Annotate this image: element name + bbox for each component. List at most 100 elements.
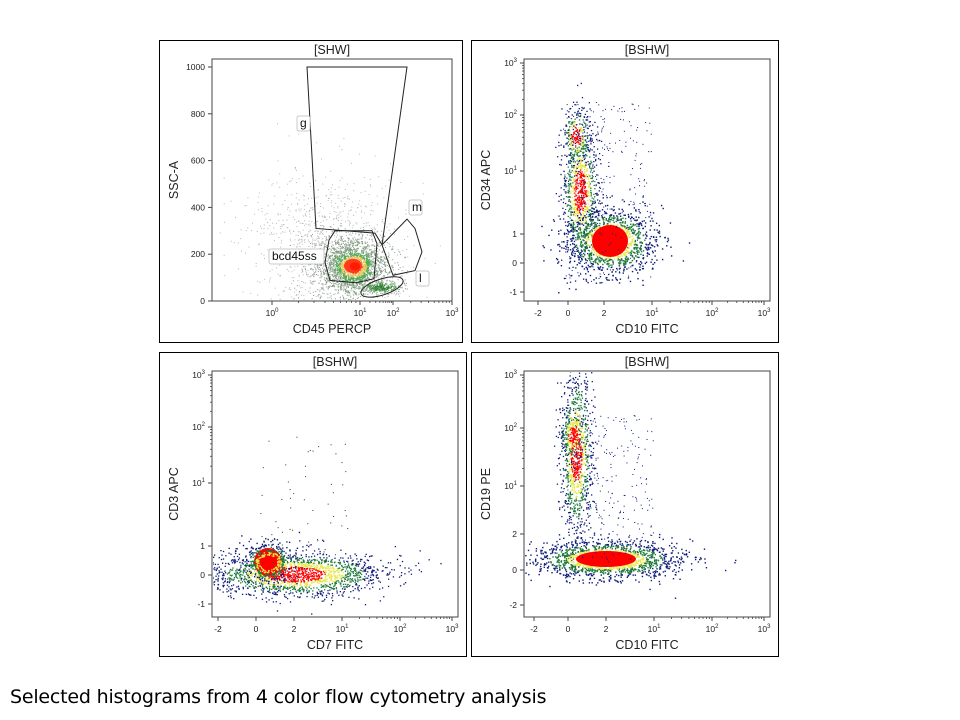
- event-dot: [621, 255, 623, 257]
- event-dot: [340, 287, 342, 289]
- event-dot: [585, 135, 587, 137]
- event-dot: [367, 285, 369, 287]
- event-dot: [301, 243, 303, 245]
- event-dot: [350, 246, 352, 248]
- event-dot: [244, 252, 246, 254]
- event-dot: [582, 215, 584, 218]
- event-dot: [567, 225, 569, 227]
- event-dot: [581, 192, 583, 194]
- event-dot: [340, 281, 342, 283]
- event-dot: [565, 232, 567, 235]
- event-dot: [324, 283, 326, 285]
- event-dot: [401, 287, 403, 289]
- event-dot: [388, 179, 390, 181]
- event-dot: [328, 269, 330, 271]
- event-dot: [587, 192, 589, 195]
- event-dot: [571, 205, 573, 208]
- event-dot: [385, 271, 387, 273]
- event-dot: [354, 299, 356, 300]
- event-dot: [349, 247, 351, 249]
- event-dot: [588, 250, 590, 252]
- event-dot: [578, 142, 580, 144]
- event-dot: [319, 289, 321, 291]
- event-dot: [371, 234, 373, 236]
- event-dot: [358, 233, 360, 235]
- event-dot: [585, 163, 587, 165]
- event-dot: [318, 269, 320, 271]
- event-dot: [592, 218, 594, 221]
- event-dot: [325, 231, 327, 233]
- event-dot: [344, 292, 346, 294]
- event-dot: [594, 211, 596, 214]
- event-dot: [589, 254, 591, 256]
- event-dot: [568, 132, 571, 134]
- event-dot: [366, 255, 368, 257]
- event-dot: [578, 134, 580, 136]
- event-dot: [383, 241, 385, 243]
- event-dot: [597, 217, 599, 219]
- event-dot: [611, 264, 613, 266]
- event-dot: [353, 245, 355, 247]
- event-dot: [578, 151, 580, 154]
- event-dot: [584, 222, 586, 224]
- event-dot: [353, 253, 356, 255]
- event-dot: [298, 133, 300, 135]
- event-dot: [574, 180, 576, 182]
- event-dot: [582, 138, 584, 140]
- event-dot: [365, 250, 367, 252]
- event-dot: [338, 270, 340, 272]
- event-dot: [346, 285, 348, 287]
- event-dot: [578, 262, 580, 264]
- event-dot: [341, 225, 343, 227]
- event-dot: [356, 248, 358, 250]
- event-dot: [586, 167, 588, 170]
- event-dot: [345, 249, 348, 252]
- event-dot: [604, 261, 606, 264]
- event-dot: [340, 283, 342, 285]
- event-dot: [370, 266, 372, 268]
- event-dot: [352, 279, 354, 281]
- event-dot: [339, 276, 341, 278]
- event-dot: [413, 245, 415, 247]
- event-dot: [344, 256, 347, 258]
- event-dot: [568, 208, 571, 211]
- event-dot: [382, 259, 384, 261]
- event-dot: [362, 293, 365, 296]
- event-dot: [342, 210, 344, 212]
- event-dot: [581, 144, 583, 147]
- event-dot: [372, 287, 375, 289]
- event-dot: [570, 143, 573, 145]
- event-dot: [587, 224, 590, 226]
- event-dot: [293, 269, 295, 271]
- event-dot: [349, 280, 351, 282]
- event-dot: [383, 197, 385, 199]
- event-dot: [322, 227, 324, 229]
- event-dot: [605, 219, 607, 221]
- event-dot: [589, 246, 591, 248]
- event-dot: [365, 267, 367, 269]
- event-dot: [386, 288, 389, 290]
- event-dot: [579, 158, 581, 160]
- event-dot: [355, 279, 357, 281]
- event-dot: [575, 194, 577, 196]
- event-dot: [394, 252, 396, 254]
- event-dot: [361, 241, 363, 243]
- event-dot: [584, 155, 586, 157]
- event-dot: [356, 276, 358, 278]
- event-dot: [562, 207, 564, 210]
- event-dot: [331, 247, 333, 249]
- event-dot: [298, 243, 300, 245]
- event-dot: [311, 269, 313, 271]
- event-dot: [358, 274, 361, 277]
- event-dot: [320, 244, 322, 246]
- event-dot: [569, 107, 572, 110]
- event-dot: [616, 267, 618, 270]
- event-dot: [584, 237, 586, 239]
- event-dot: [576, 204, 579, 206]
- event-dot: [598, 182, 600, 184]
- plot-area: [219, 123, 441, 300]
- event-dot: [377, 250, 379, 252]
- event-dot: [367, 286, 369, 288]
- event-dot: [335, 202, 337, 204]
- event-dot: [351, 282, 354, 284]
